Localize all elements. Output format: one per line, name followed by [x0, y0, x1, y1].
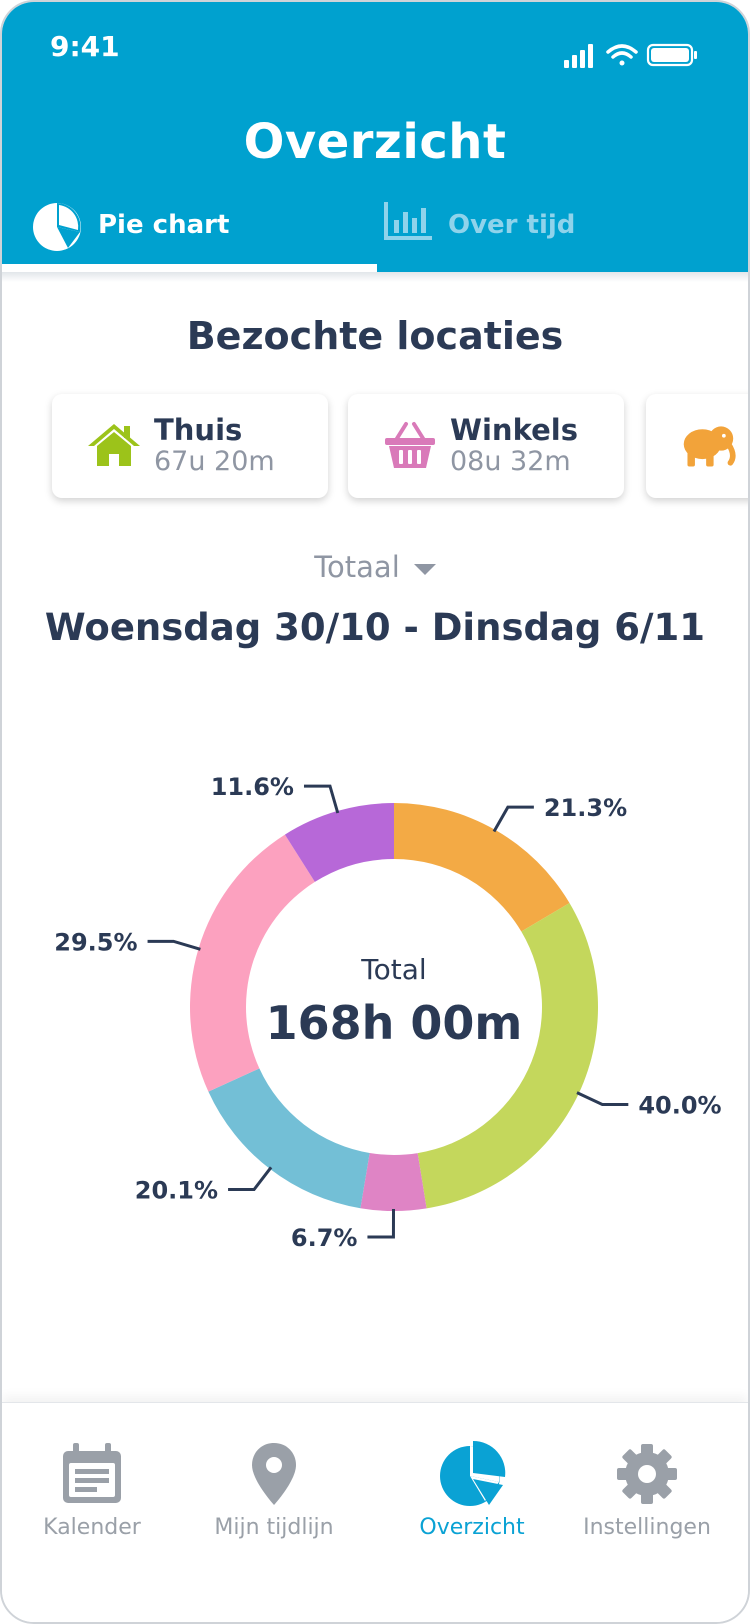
active-tab-indicator — [2, 264, 377, 272]
header-shadow — [2, 272, 748, 282]
donut-chart: 21.3% 40.0% 6.7% 20.1% 29.5% 11.6% Total 168h 0… — [54, 773, 721, 1252]
nav-label: Mijn tijdlijn — [214, 1515, 334, 1540]
location-name: Winkels — [450, 413, 578, 447]
location-duration: 08u 32m — [450, 446, 571, 477]
location-card-thuis[interactable]: Thuis 67u 20m — [52, 394, 328, 498]
section-title: Bezochte locaties — [186, 314, 564, 358]
battery-icon — [646, 43, 697, 67]
location-duration: 67u 20m — [154, 446, 275, 477]
pie-chart-icon — [440, 1440, 506, 1506]
nav-label: Overzicht — [419, 1515, 525, 1540]
nav-item-instellingen[interactable]: Instellingen — [557, 1439, 737, 1540]
slice-label-3: 20.1% — [135, 1177, 218, 1205]
period-dropdown[interactable]: Totaal — [2, 550, 748, 584]
nav-item-mijn-tijdlijn[interactable]: Mijn tijdlijn — [184, 1439, 364, 1540]
donut-slice-5 — [284, 803, 394, 882]
slice-label-5: 11.6% — [211, 773, 294, 801]
location-card-partial[interactable] — [646, 394, 748, 498]
leader-line-3 — [228, 1166, 273, 1192]
status-icons — [564, 43, 697, 68]
nav-item-kalender[interactable]: Kalender — [2, 1439, 182, 1540]
tab-pie-chart[interactable]: Pie chart — [32, 202, 229, 272]
leader-line-1 — [576, 1091, 629, 1106]
signal-icon — [564, 44, 593, 68]
calendar-icon — [63, 1443, 121, 1503]
leader-line-5 — [303, 784, 340, 814]
header: 9:41 Overzicht — [2, 2, 748, 272]
donut-slice-3 — [208, 1068, 370, 1209]
period-dropdown-value: Totaal — [314, 550, 400, 584]
pie-chart-icon — [33, 203, 81, 251]
location-name: Thuis — [154, 413, 243, 447]
bottom-navigation: Kalender Mijn tijdlijn Overzicht — [2, 1402, 748, 1622]
wifi-icon — [606, 44, 638, 66]
caret-down-icon — [413, 563, 436, 575]
bar-chart-icon — [384, 202, 432, 240]
house-icon — [88, 424, 140, 466]
slice-label-0: 21.3% — [544, 794, 627, 822]
slice-label-1: 40.0% — [638, 1091, 721, 1119]
tab-over-tijd[interactable]: Over tijd — [384, 202, 575, 272]
basket-icon — [385, 422, 435, 468]
status-time: 9:41 — [50, 30, 120, 63]
center-label: Total — [360, 953, 426, 986]
donut-slice-4 — [190, 834, 315, 1092]
donut-slice-1 — [417, 903, 599, 1209]
tab-pie-chart-label: Pie chart — [98, 210, 230, 240]
tab-over-tijd-label: Over tijd — [448, 210, 576, 240]
location-card-winkels[interactable]: Winkels 08u 32m — [348, 394, 624, 498]
date-range: Woensdag 30/10 - Dinsdag 6/11 — [44, 606, 706, 649]
elephant-icon — [683, 426, 736, 467]
nav-item-overzicht[interactable]: Overzicht — [382, 1439, 562, 1540]
nav-label: Kalender — [43, 1515, 141, 1540]
slice-label-2: 6.7% — [291, 1224, 358, 1252]
leader-line-2 — [367, 1208, 396, 1239]
slice-label-4: 29.5% — [54, 928, 137, 956]
gear-icon — [617, 1444, 677, 1504]
map-pin-icon — [252, 1443, 296, 1505]
nav-label: Instellingen — [583, 1515, 711, 1540]
donut-slice-0 — [394, 803, 570, 932]
leader-line-4 — [147, 939, 201, 951]
donut-slice-2 — [360, 1152, 427, 1211]
center-value: 168h 00m — [266, 996, 523, 1050]
leader-line-0 — [492, 805, 534, 833]
page-title: Overzicht — [243, 114, 507, 170]
